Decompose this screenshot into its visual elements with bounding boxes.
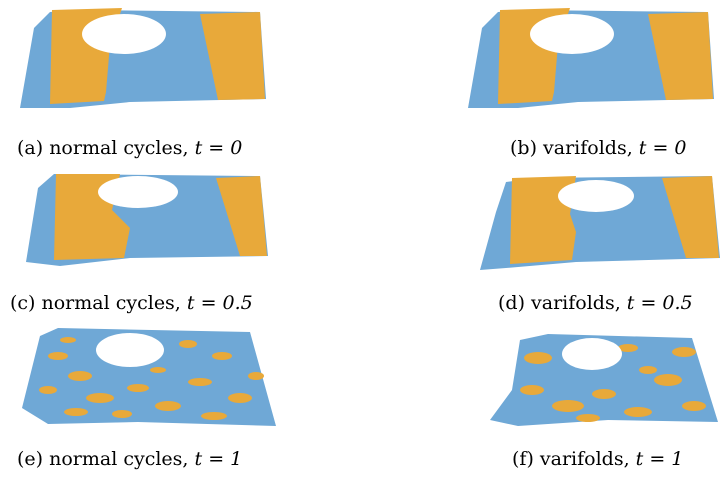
caption-b: (b) varifolds, t = 0 [510, 137, 687, 159]
caption-e: (e) normal cycles, t = 1 [17, 448, 243, 470]
caption-c: (c) normal cycles, t = 0.5 [10, 292, 253, 314]
panel-b-surface [458, 4, 714, 114]
caption-a: (a) normal cycles, t = 0 [17, 137, 243, 159]
caption-d: (d) varifolds, t = 0.5 [498, 292, 693, 314]
panel-c-surface [20, 170, 270, 270]
panel-a-surface [10, 4, 266, 114]
caption-f: (f) varifolds, t = 1 [512, 448, 684, 470]
panel-f-surface [488, 330, 724, 430]
panel-e-surface [18, 326, 278, 432]
panel-d-surface [476, 172, 722, 272]
